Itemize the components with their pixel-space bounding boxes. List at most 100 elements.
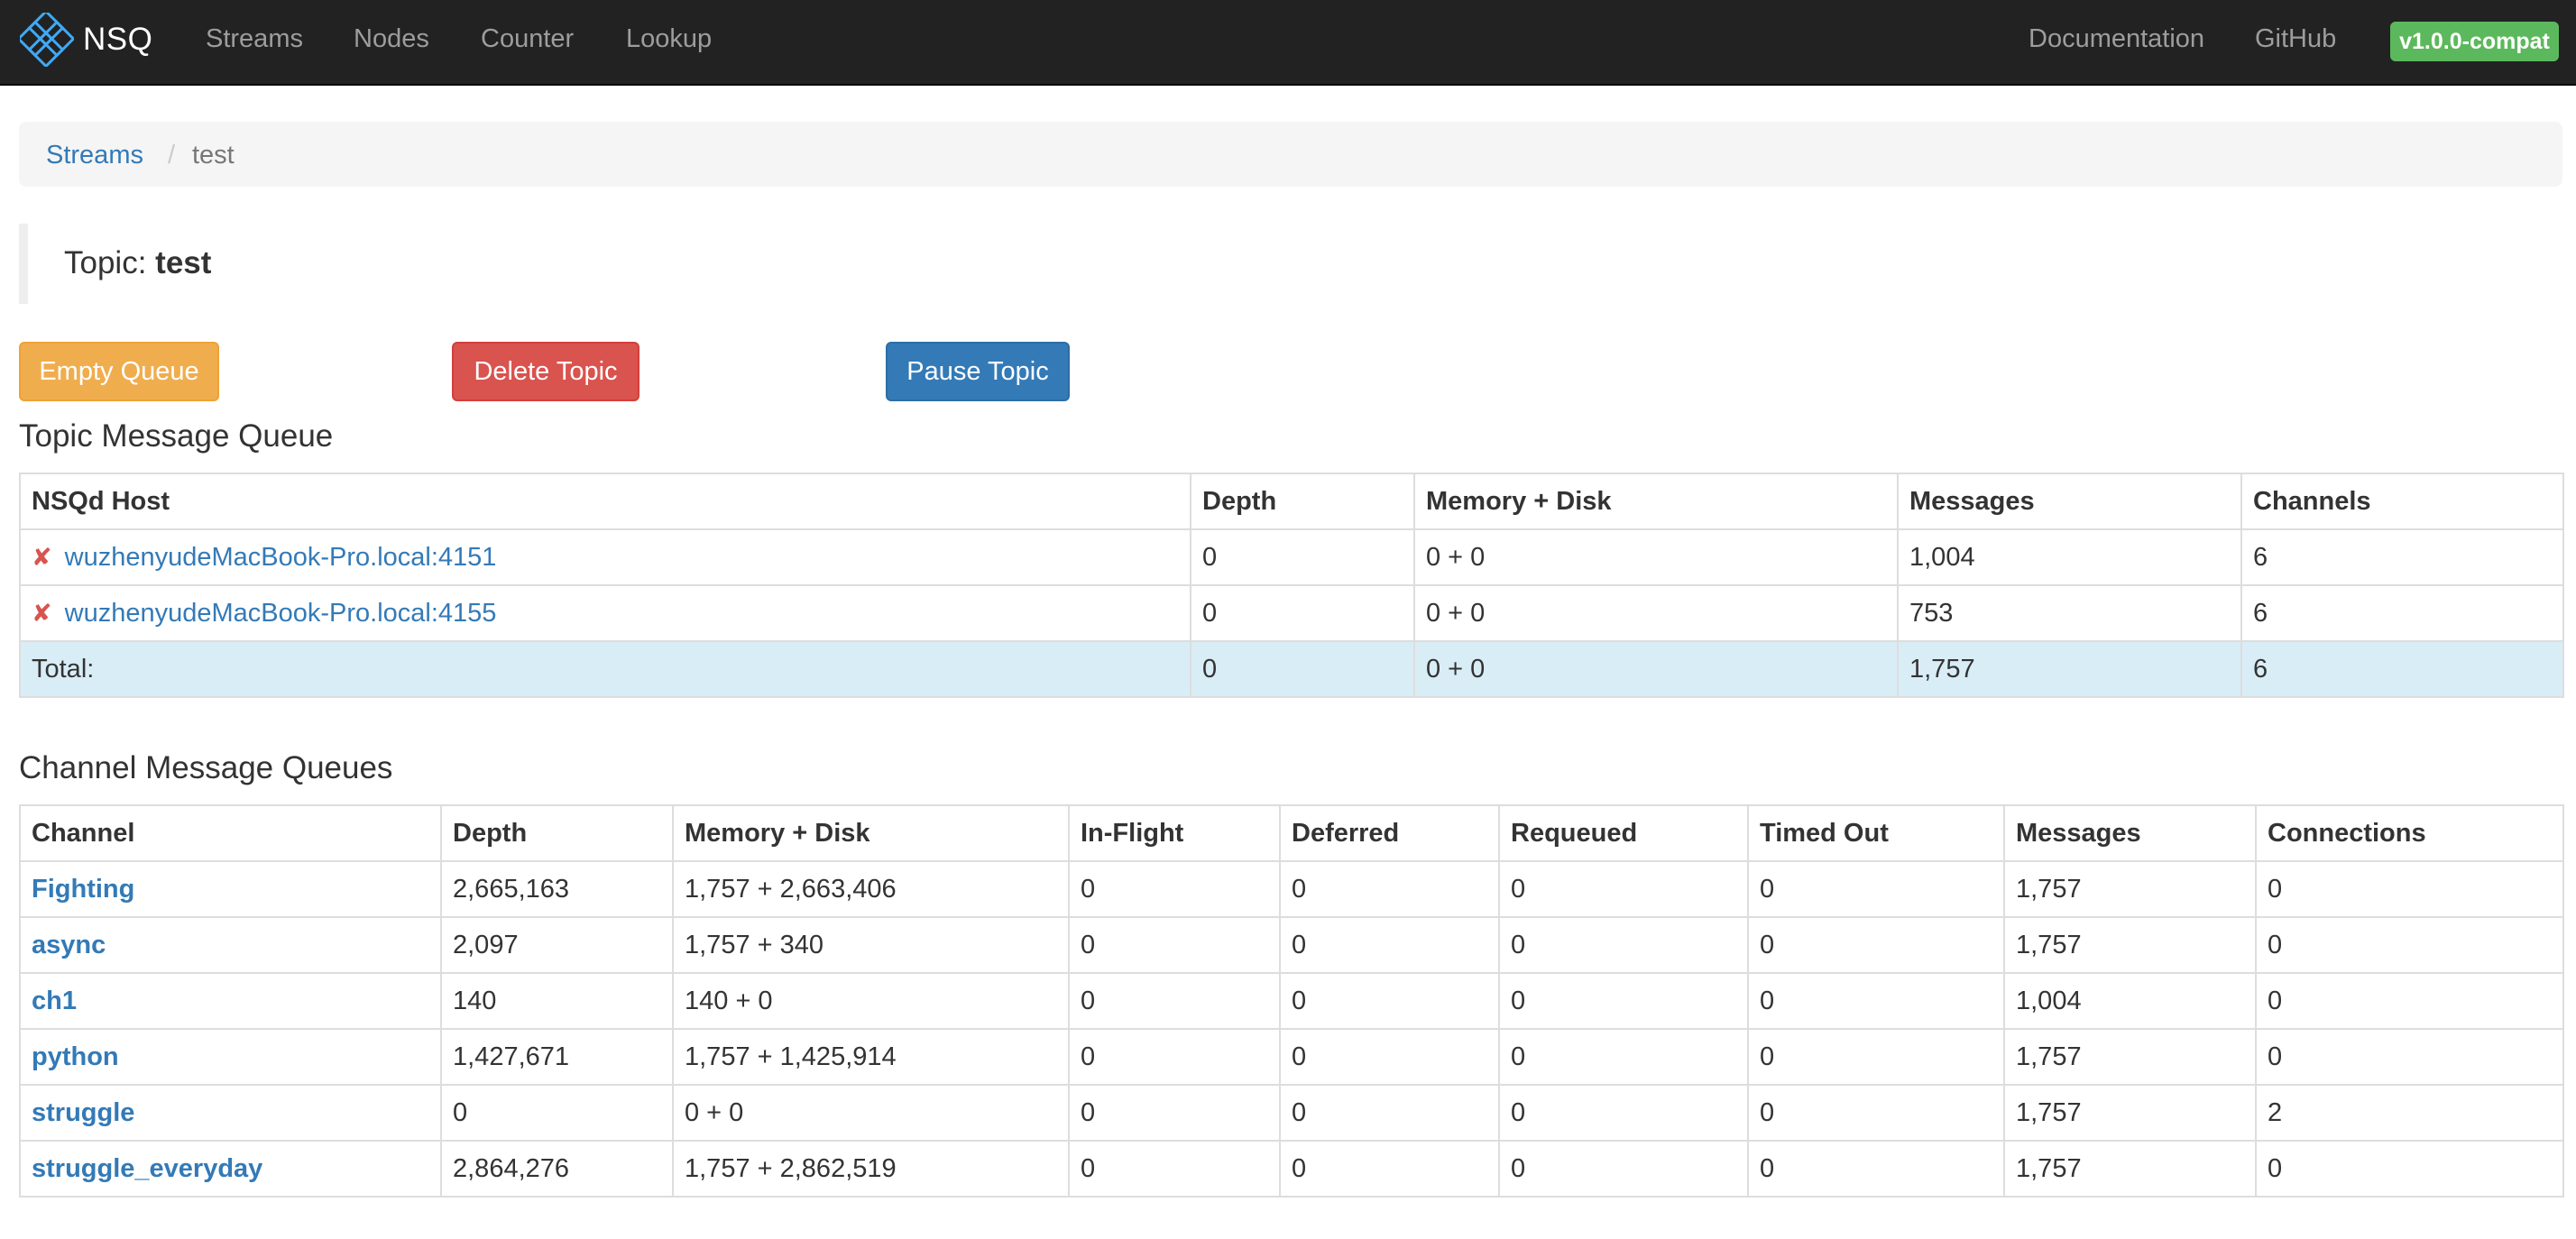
nav-streams[interactable]: Streams [206,24,303,53]
connections-cell: 2 [2255,1084,2564,1142]
memory-disk-cell: 0 + 0 [1413,528,1899,586]
memory-disk-cell: 140 + 0 [672,972,1070,1030]
messages-cell: 1,757 [2003,1084,2257,1142]
host-cell: ✘ wuzhenyudeMacBook-Pro.local:4151 [19,528,1191,586]
messages-cell: 753 [1897,584,2242,642]
channel-cell: async [19,916,442,974]
host-cell: ✘ wuzhenyudeMacBook-Pro.local:4155 [19,584,1191,642]
nav-documentation[interactable]: Documentation [2029,24,2205,53]
connections-cell: 0 [2255,860,2564,918]
pause-topic-button[interactable]: Pause Topic [886,342,1070,401]
deferred-cell: 0 [1279,1084,1500,1142]
messages-cell: 1,757 [2003,1028,2257,1086]
messages-cell: 1,004 [1897,528,2242,586]
table-row: struggle_everyday 2,864,276 1,757 + 2,86… [19,1140,2564,1198]
messages-cell: 1,757 [2003,860,2257,918]
channel-link[interactable]: struggle [32,1097,135,1127]
total-row: Total: 0 0 + 0 1,757 6 [19,640,2564,698]
table-row: ✘ wuzhenyudeMacBook-Pro.local:4155 0 0 + … [19,584,2564,642]
topic-queue-table: NSQd Host Depth Memory + Disk Messages C… [19,473,2564,698]
requeued-cell: 0 [1498,860,1749,918]
table-header-row: NSQd Host Depth Memory + Disk Messages C… [19,473,2564,530]
channel-cell: python [19,1028,442,1086]
status-error-icon: ✘ [32,543,52,571]
col-in-flight: In-Flight [1068,804,1281,862]
breadcrumb: Streams / test [19,122,2562,187]
breadcrumb-streams-link[interactable]: Streams [46,141,143,170]
total-memory-disk: 0 + 0 [1413,640,1899,698]
host-link[interactable]: wuzhenyudeMacBook-Pro.local:4155 [64,598,497,628]
in-flight-cell: 0 [1068,972,1281,1030]
page-title: Topic: test [64,245,211,281]
version-badge: v1.0.0-compat [2390,22,2559,61]
in-flight-cell: 0 [1068,860,1281,918]
timed-out-cell: 0 [1747,1084,2005,1142]
timed-out-cell: 0 [1747,860,2005,918]
connections-cell: 0 [2255,972,2564,1030]
deferred-cell: 0 [1279,972,1500,1030]
connections-cell: 0 [2255,1028,2564,1086]
channel-cell: ch1 [19,972,442,1030]
host-link[interactable]: wuzhenyudeMacBook-Pro.local:4151 [64,542,497,572]
depth-cell: 2,097 [440,916,674,974]
timed-out-cell: 0 [1747,972,2005,1030]
channel-queues-title: Channel Message Queues [19,750,393,785]
nav-github[interactable]: GitHub [2255,24,2337,53]
memory-disk-cell: 0 + 0 [672,1084,1070,1142]
deferred-cell: 0 [1279,1140,1500,1198]
depth-cell: 2,864,276 [440,1140,674,1198]
total-label: Total: [19,640,1191,698]
depth-cell: 1,427,671 [440,1028,674,1086]
requeued-cell: 0 [1498,1084,1749,1142]
channel-link[interactable]: async [32,930,106,959]
depth-cell: 2,665,163 [440,860,674,918]
channel-cell: struggle_everyday [19,1140,442,1198]
channel-cell: struggle [19,1084,442,1142]
messages-cell: 1,757 [2003,1140,2257,1198]
col-messages: Messages [1897,473,2242,530]
table-row: ch1 140 140 + 0 0 0 0 0 1,004 0 [19,972,2564,1030]
top-navbar: NSQ Streams Nodes Counter Lookup Documen… [0,0,2576,86]
channel-link[interactable]: struggle_everyday [32,1153,263,1183]
channel-link[interactable]: Fighting [32,874,135,904]
depth-cell: 140 [440,972,674,1030]
connections-cell: 0 [2255,1140,2564,1198]
col-nsqd-host: NSQd Host [19,473,1191,530]
col-depth: Depth [440,804,674,862]
connections-cell: 0 [2255,916,2564,974]
col-deferred: Deferred [1279,804,1500,862]
table-header-row: Channel Depth Memory + Disk In-Flight De… [19,804,2564,862]
deferred-cell: 0 [1279,1028,1500,1086]
table-row: ✘ wuzhenyudeMacBook-Pro.local:4151 0 0 + … [19,528,2564,586]
col-depth: Depth [1190,473,1415,530]
channels-cell: 6 [2240,528,2564,586]
memory-disk-cell: 1,757 + 340 [672,916,1070,974]
channel-link[interactable]: python [32,1042,119,1071]
requeued-cell: 0 [1498,916,1749,974]
memory-disk-cell: 1,757 + 2,862,519 [672,1140,1070,1198]
messages-cell: 1,004 [2003,972,2257,1030]
col-connections: Connections [2255,804,2564,862]
depth-cell: 0 [440,1084,674,1142]
topic-label: Topic: [64,245,147,280]
channel-link[interactable]: ch1 [32,986,77,1015]
table-row: async 2,097 1,757 + 340 0 0 0 0 1,757 0 [19,916,2564,974]
brand-name: NSQ [83,22,153,57]
in-flight-cell: 0 [1068,1028,1281,1086]
table-row: struggle 0 0 + 0 0 0 0 0 1,757 2 [19,1084,2564,1142]
col-requeued: Requeued [1498,804,1749,862]
nav-lookup[interactable]: Lookup [626,24,713,53]
in-flight-cell: 0 [1068,916,1281,974]
total-depth: 0 [1190,640,1415,698]
depth-cell: 0 [1190,528,1415,586]
delete-topic-button[interactable]: Delete Topic [452,342,639,401]
messages-cell: 1,757 [2003,916,2257,974]
nav-counter[interactable]: Counter [481,24,575,53]
total-messages: 1,757 [1897,640,2242,698]
nav-nodes[interactable]: Nodes [354,24,429,53]
brand[interactable]: NSQ [20,13,152,67]
breadcrumb-current: test [192,141,235,170]
timed-out-cell: 0 [1747,1140,2005,1198]
empty-queue-button[interactable]: Empty Queue [19,342,219,401]
in-flight-cell: 0 [1068,1140,1281,1198]
